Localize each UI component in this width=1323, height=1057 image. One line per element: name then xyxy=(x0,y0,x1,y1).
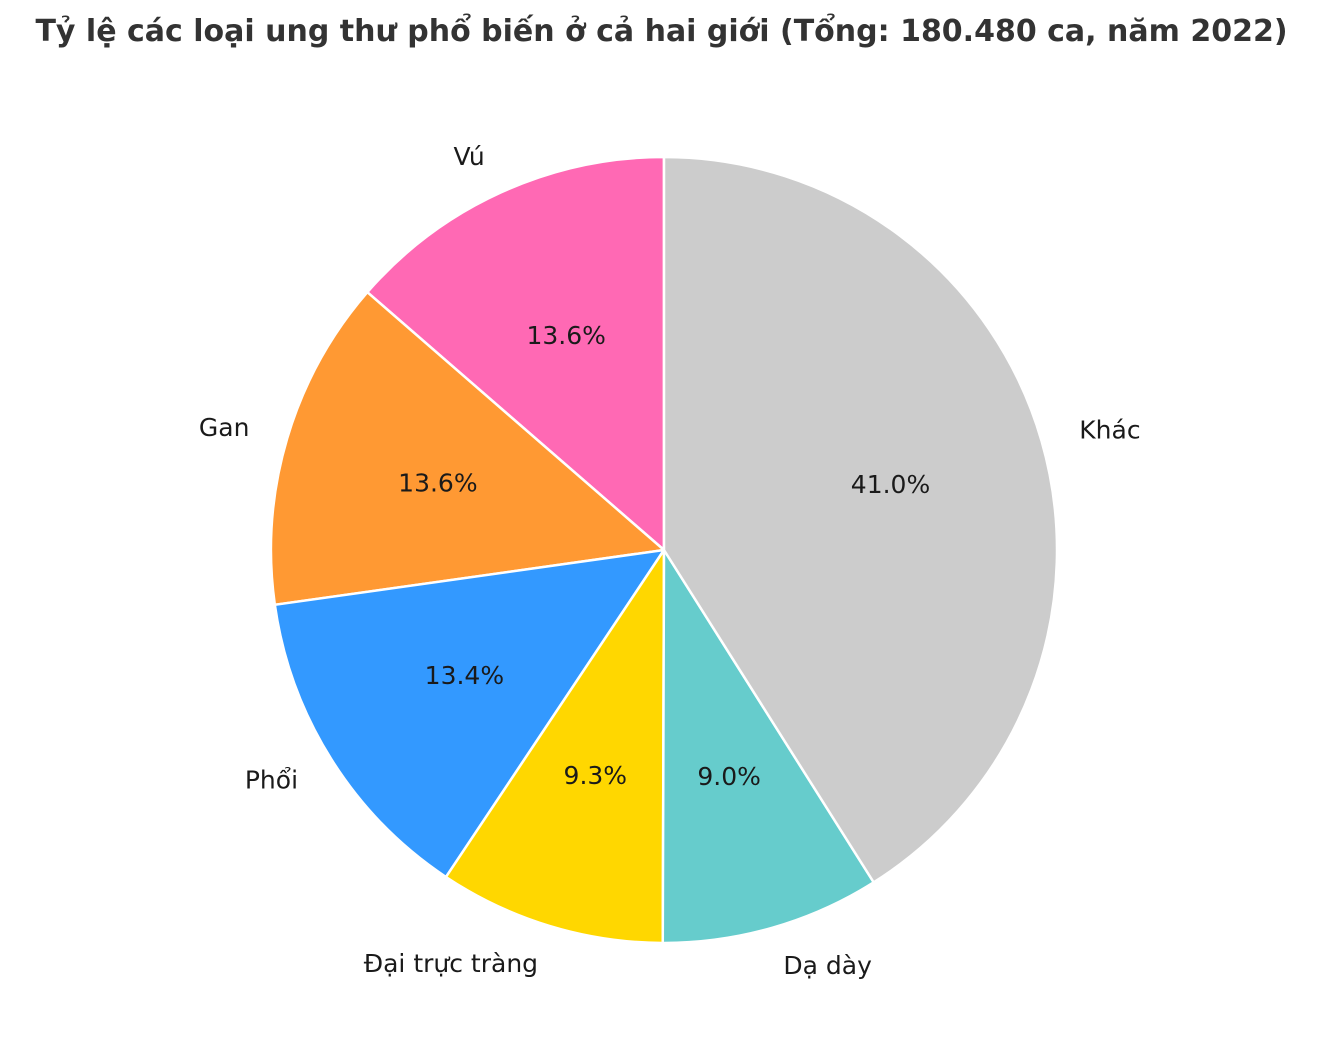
pie-slice xyxy=(365,155,666,553)
chart-title: Tỷ lệ các loại ung thư phổ biến ở cả hai… xyxy=(35,14,1288,49)
slice-percent-label: 9.3% xyxy=(564,761,628,790)
pie-slice xyxy=(661,545,876,945)
pie-slice xyxy=(273,548,667,879)
pie-slice xyxy=(662,155,1059,885)
slice-category-label: Dạ dày xyxy=(783,951,872,980)
slice-category-label: Đại trực tràng xyxy=(364,949,538,978)
slice-percent-label: 13.6% xyxy=(526,321,605,350)
slice-percent-label: 9.0% xyxy=(697,762,761,791)
pie-slice xyxy=(444,545,666,945)
slice-percent-label: 13.6% xyxy=(398,469,477,498)
slice-category-label: Vú xyxy=(453,142,484,171)
pie-labels: Vú 13.6% Gan 13.6% Phổi 13.4% Đại trực tràng 9.… xyxy=(199,142,1141,980)
pie-slices xyxy=(269,155,1059,945)
slice-percent-label: 13.4% xyxy=(425,661,504,690)
slice-category-label: Khác xyxy=(1079,415,1140,444)
slice-category-label: Gan xyxy=(199,413,250,442)
slice-percent-label: 41.0% xyxy=(851,470,930,499)
pie-slice xyxy=(269,290,667,607)
slice-category-label: Phổi xyxy=(245,766,298,795)
